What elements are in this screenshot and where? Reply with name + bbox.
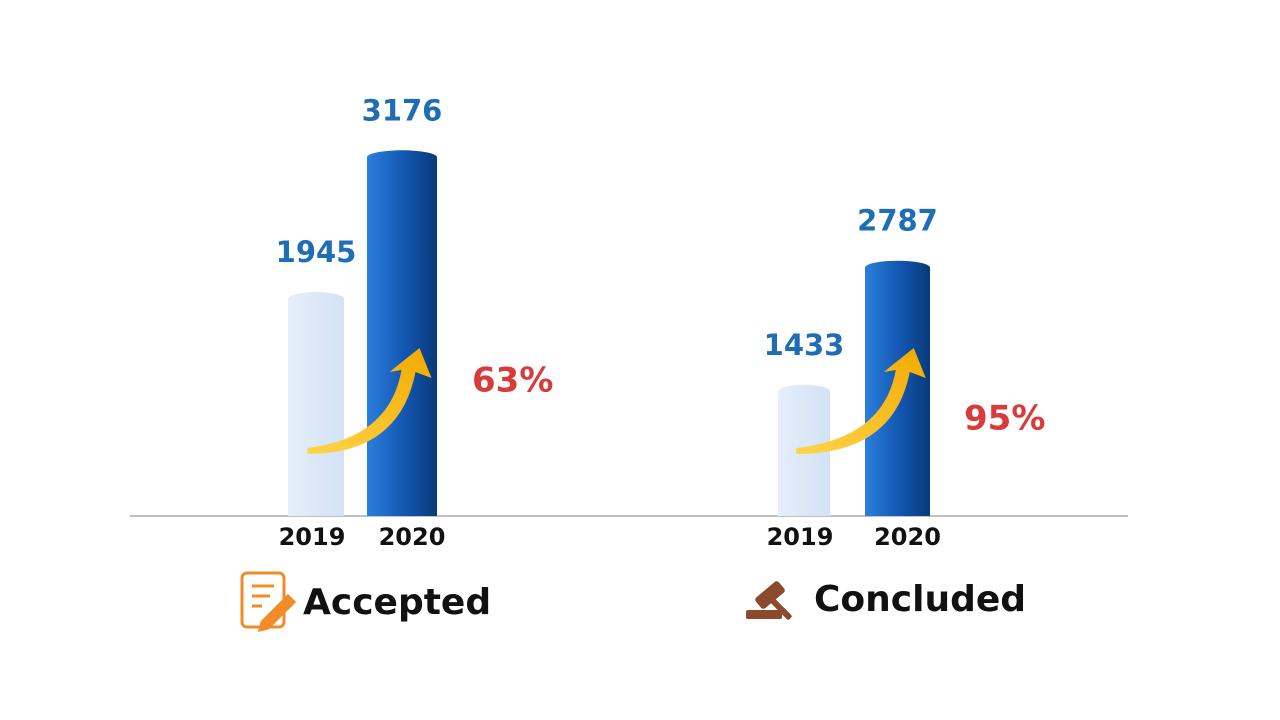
value-label: 2787: [857, 204, 938, 238]
value-label: 1945: [276, 235, 357, 269]
group-title: Accepted: [303, 582, 491, 623]
document-icon: [240, 571, 297, 633]
x-tick-label: 2020: [874, 523, 941, 551]
growth-arrow: [307, 348, 432, 454]
x-tick-label: 2019: [279, 523, 346, 551]
value-label: 3176: [362, 93, 443, 127]
value-label: 1433: [764, 328, 845, 362]
x-tick-label: 2019: [767, 523, 834, 551]
growth-label: 63%: [472, 361, 553, 401]
bar: [367, 150, 437, 516]
growth-label: 95%: [964, 399, 1045, 439]
gavel-icon: [746, 581, 792, 620]
growth-arrow: [796, 348, 926, 454]
group-title: Concluded: [814, 579, 1026, 620]
x-tick-label: 2020: [379, 523, 446, 551]
bar: [288, 292, 344, 516]
